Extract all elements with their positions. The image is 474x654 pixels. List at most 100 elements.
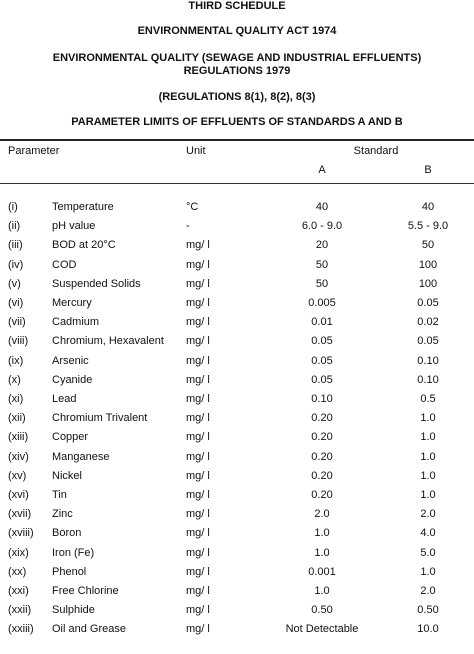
standard-b-value: 2.0: [420, 508, 436, 520]
standard-a-value: 1.0: [314, 547, 330, 559]
regulations-reference: (REGULATIONS 8(1), 8(2), 8(3): [158, 91, 316, 103]
standard-a-value: 0.20: [311, 412, 333, 424]
row-number: (i): [8, 201, 18, 213]
standard-b-value: 1.0: [420, 431, 436, 443]
parameter-name: Sulphide: [52, 604, 95, 616]
standard-b-value: 0.5: [420, 393, 436, 405]
standard-b-value: 0.02: [417, 316, 439, 328]
row-number: (xii): [8, 412, 26, 424]
standard-b-value: 0.10: [417, 374, 439, 386]
standard-b-value: 1.0: [420, 412, 436, 424]
header-parameter: Parameter: [8, 145, 60, 157]
row-number: (xxiii): [8, 623, 34, 635]
row-number: (xvi): [8, 489, 29, 501]
unit-value: mg/ l: [186, 412, 210, 424]
standard-b-value: 2.0: [420, 585, 436, 597]
unit-value: mg/ l: [186, 374, 210, 386]
standard-b-value: 0.05: [417, 335, 439, 347]
table-top-rule: [0, 139, 474, 141]
unit-value: mg/ l: [186, 470, 210, 482]
standard-a-value: 2.0: [314, 508, 330, 520]
row-number: (iii): [8, 239, 23, 251]
standard-b-value: 1.0: [420, 489, 436, 501]
parameter-name: Oil and Grease: [52, 623, 126, 635]
unit-value: mg/ l: [186, 393, 210, 405]
standard-a-value: 0.20: [311, 489, 333, 501]
standard-b-value: 100: [418, 278, 438, 290]
parameter-name: Copper: [52, 431, 89, 443]
parameter-name: Tin: [52, 489, 67, 501]
standard-b-value: 5.5 - 9.0: [407, 220, 449, 232]
row-number: (vi): [8, 297, 24, 309]
standard-b-value: 1.0: [420, 470, 436, 482]
unit-value: mg/ l: [186, 527, 210, 539]
row-number: (xviii): [8, 527, 34, 539]
row-number: (xvii): [8, 508, 32, 520]
standard-a-value: 0.20: [311, 470, 333, 482]
header-unit: Unit: [186, 145, 206, 157]
row-number: (x): [8, 374, 21, 386]
table-header-rule: [0, 183, 474, 184]
row-number: (xix): [8, 547, 29, 559]
standard-a-value: 1.0: [314, 585, 330, 597]
standard-a-value: 0.50: [311, 604, 333, 616]
standard-a-value: 0.005: [308, 297, 336, 309]
parameter-name: BOD at 20°C: [52, 239, 116, 251]
header-standard-b: B: [424, 164, 432, 176]
standard-b-value: 50: [421, 239, 435, 251]
row-number: (v): [8, 278, 21, 290]
parameter-name: Zinc: [52, 508, 73, 520]
standard-a-value: 0.01: [311, 316, 333, 328]
standard-a-value: 0.05: [311, 335, 333, 347]
unit-value: mg/ l: [186, 585, 210, 597]
standard-b-value: 0.05: [417, 297, 439, 309]
row-number: (viii): [8, 335, 29, 347]
standard-a-value: 0.10: [311, 393, 333, 405]
standard-a-value: 20: [315, 239, 329, 251]
unit-value: mg/ l: [186, 431, 210, 443]
unit-value: mg/ l: [186, 259, 210, 271]
standard-b-value: 0.50: [417, 604, 439, 616]
row-number: (iv): [8, 259, 24, 271]
parameter-name: Cyanide: [52, 374, 93, 386]
unit-value: mg/ l: [186, 355, 210, 367]
row-number: (xxii): [8, 604, 32, 616]
standard-a-value: 0.20: [311, 451, 333, 463]
header-standard: Standard: [353, 145, 399, 157]
parameter-name: Cadmium: [52, 316, 100, 328]
parameter-name: Suspended Solids: [52, 278, 141, 290]
unit-value: mg/ l: [186, 508, 210, 520]
parameter-name: pH value: [52, 220, 96, 232]
parameter-name: Manganese: [52, 451, 110, 463]
parameter-name: Lead: [52, 393, 77, 405]
unit-value: mg/ l: [186, 278, 210, 290]
header-standard-a: A: [318, 164, 326, 176]
unit-value: mg/ l: [186, 451, 210, 463]
parameter-name: Arsenic: [52, 355, 89, 367]
standard-b-value: 1.0: [420, 566, 436, 578]
unit-value: mg/ l: [186, 604, 210, 616]
parameter-name: COD: [52, 259, 77, 271]
unit-value: mg/ l: [186, 547, 210, 559]
table-title: PARAMETER LIMITS OF EFFLUENTS OF STANDAR…: [71, 116, 403, 128]
schedule-title: THIRD SCHEDULE: [188, 0, 286, 12]
parameter-name: Free Chlorine: [52, 585, 119, 597]
standard-b-value: 100: [418, 259, 438, 271]
unit-value: mg/ l: [186, 566, 210, 578]
parameter-name: Boron: [52, 527, 82, 539]
standard-a-value: 1.0: [314, 527, 330, 539]
unit-value: mg/ l: [186, 623, 210, 635]
act-title: ENVIRONMENTAL QUALITY ACT 1974: [137, 25, 337, 37]
standard-a-value: 50: [315, 259, 329, 271]
row-number: (xxi): [8, 585, 29, 597]
standard-b-value: 0.10: [417, 355, 439, 367]
parameter-name: Phenol: [52, 566, 87, 578]
row-number: (xiv): [8, 451, 29, 463]
standard-b-value: 40: [421, 201, 435, 213]
standard-a-value: 0.05: [311, 355, 333, 367]
row-number: (xiii): [8, 431, 29, 443]
standard-b-value: 5.0: [420, 547, 436, 559]
row-number: (ix): [8, 355, 24, 367]
unit-value: -: [186, 220, 190, 232]
regulations-title-line2: REGULATIONS 1979: [183, 65, 291, 77]
